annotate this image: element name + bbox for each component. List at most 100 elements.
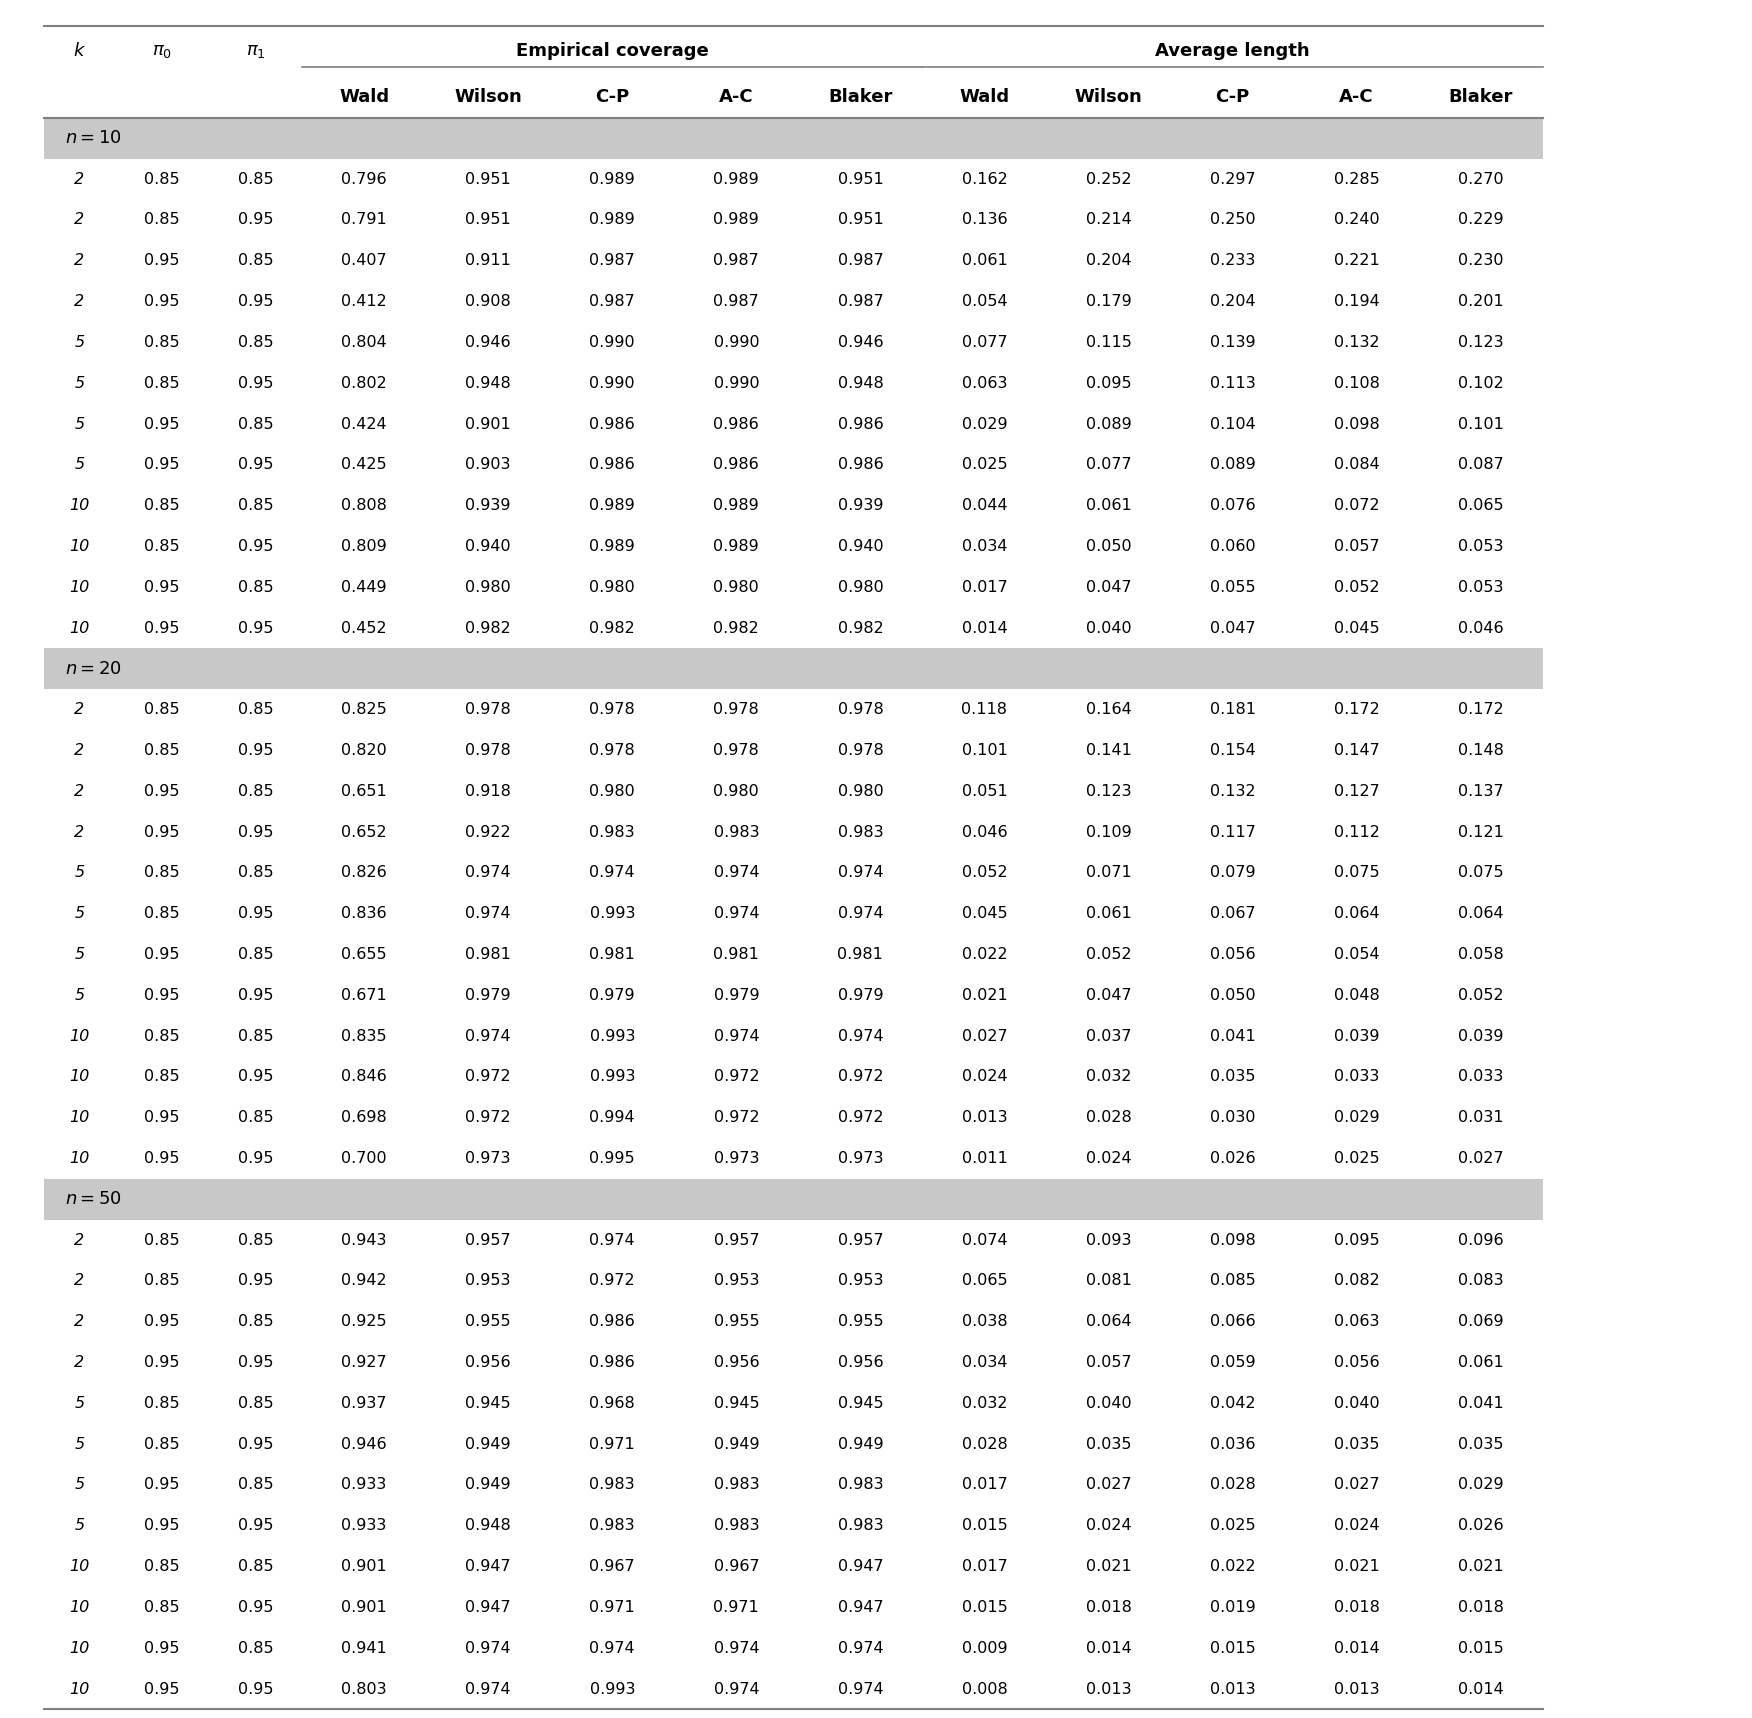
Text: 10: 10 [70,1641,89,1656]
Text: 0.039: 0.039 [1458,1029,1503,1043]
Text: 0.018: 0.018 [1086,1599,1132,1615]
Text: 0.035: 0.035 [1086,1436,1132,1452]
Text: 0.980: 0.980 [589,579,636,594]
Text: 0.949: 0.949 [466,1436,512,1452]
Text: 0.945: 0.945 [466,1395,512,1410]
Text: 0.045: 0.045 [962,905,1007,921]
Text: 0.027: 0.027 [1333,1477,1379,1493]
Text: 0.945: 0.945 [713,1395,759,1410]
Text: 0.978: 0.978 [466,703,512,716]
Text: 0.973: 0.973 [713,1151,759,1167]
Bar [44,1179,1544,1220]
Text: 10: 10 [70,1599,89,1615]
Text: 0.021: 0.021 [1333,1560,1379,1574]
Text: 0.983: 0.983 [713,1477,759,1493]
Text: 0.056: 0.056 [1209,947,1256,962]
Text: 0.064: 0.064 [1086,1314,1132,1330]
Text: 0.083: 0.083 [1458,1273,1503,1288]
Text: 0.85: 0.85 [144,866,180,880]
Text: 0.179: 0.179 [1086,294,1132,309]
Text: 0.201: 0.201 [1458,294,1503,309]
Text: 2: 2 [74,825,84,840]
Text: 0.937: 0.937 [342,1395,387,1410]
Text: 0.951: 0.951 [466,213,512,227]
Text: 0.057: 0.057 [1333,539,1379,553]
Text: 0.102: 0.102 [1458,376,1503,390]
Text: 0.974: 0.974 [466,866,512,880]
Text: 0.132: 0.132 [1333,335,1379,350]
Text: 0.038: 0.038 [962,1314,1007,1330]
Text: 0.013: 0.013 [1209,1682,1256,1696]
Text: 0.972: 0.972 [466,1069,512,1084]
Text: 0.974: 0.974 [837,905,883,921]
Text: 0.955: 0.955 [713,1314,759,1330]
Text: 0.025: 0.025 [962,457,1007,472]
Text: Wald: Wald [340,88,389,107]
Text: 10: 10 [70,539,89,553]
Text: 0.044: 0.044 [962,498,1007,514]
Text: 0.986: 0.986 [713,457,759,472]
Text: 0.123: 0.123 [1458,335,1503,350]
Text: 0.030: 0.030 [1211,1110,1256,1125]
Text: 0.039: 0.039 [1333,1029,1379,1043]
Text: 0.95: 0.95 [238,376,273,390]
Text: 0.942: 0.942 [342,1273,387,1288]
Text: 5: 5 [74,1436,84,1452]
Text: 0.270: 0.270 [1458,172,1503,187]
Text: 0.034: 0.034 [962,1356,1007,1369]
Text: 0.825: 0.825 [342,703,387,716]
Text: Wilson: Wilson [454,88,522,107]
Text: 0.95: 0.95 [144,825,180,840]
Text: 0.050: 0.050 [1209,988,1256,1003]
Text: 0.077: 0.077 [1086,457,1132,472]
Text: 0.946: 0.946 [466,335,512,350]
Text: $k$: $k$ [74,41,86,60]
Text: 0.901: 0.901 [466,416,512,431]
Text: 0.407: 0.407 [342,253,387,268]
Text: 0.986: 0.986 [589,457,636,472]
Text: 0.065: 0.065 [962,1273,1007,1288]
Text: 0.85: 0.85 [144,539,180,553]
Text: 0.95: 0.95 [144,620,180,636]
Text: 0.949: 0.949 [837,1436,883,1452]
Text: 0.979: 0.979 [589,988,634,1003]
Text: 0.136: 0.136 [962,213,1007,227]
Text: 0.85: 0.85 [144,1560,180,1574]
Text: 0.95: 0.95 [238,539,273,553]
Text: 0.424: 0.424 [342,416,387,431]
Text: 0.021: 0.021 [1086,1560,1132,1574]
Text: 0.148: 0.148 [1458,742,1503,758]
Text: $\pi_0$: $\pi_0$ [152,41,172,60]
Text: 0.033: 0.033 [1458,1069,1503,1084]
Text: 0.95: 0.95 [238,457,273,472]
Text: 0.955: 0.955 [466,1314,512,1330]
Text: 0.95: 0.95 [238,620,273,636]
Text: 2: 2 [74,213,84,227]
Text: 0.037: 0.037 [1086,1029,1132,1043]
Text: 0.069: 0.069 [1458,1314,1503,1330]
Text: 0.047: 0.047 [1086,579,1132,594]
Text: 0.95: 0.95 [144,253,180,268]
Text: 0.104: 0.104 [1209,416,1256,431]
Text: 0.040: 0.040 [1086,1395,1132,1410]
Text: 0.941: 0.941 [342,1641,387,1656]
Text: 0.922: 0.922 [466,825,512,840]
Text: 0.85: 0.85 [238,579,273,594]
Text: 0.655: 0.655 [342,947,387,962]
Text: 0.214: 0.214 [1086,213,1132,227]
Text: $\mathit{n}=10$: $\mathit{n}=10$ [65,129,123,148]
Text: 0.85: 0.85 [144,1029,180,1043]
Text: 0.957: 0.957 [713,1232,759,1247]
Text: 0.026: 0.026 [1209,1151,1256,1167]
Text: 0.85: 0.85 [144,1232,180,1247]
Text: 0.052: 0.052 [1333,579,1379,594]
Text: 0.85: 0.85 [144,703,180,716]
Text: 0.085: 0.085 [1209,1273,1256,1288]
Text: 0.058: 0.058 [1458,947,1503,962]
Text: 0.948: 0.948 [837,376,883,390]
Text: 0.285: 0.285 [1333,172,1379,187]
Text: 0.162: 0.162 [962,172,1007,187]
Text: 0.082: 0.082 [1333,1273,1379,1288]
Text: 0.809: 0.809 [342,539,387,553]
Text: 10: 10 [70,1151,89,1167]
